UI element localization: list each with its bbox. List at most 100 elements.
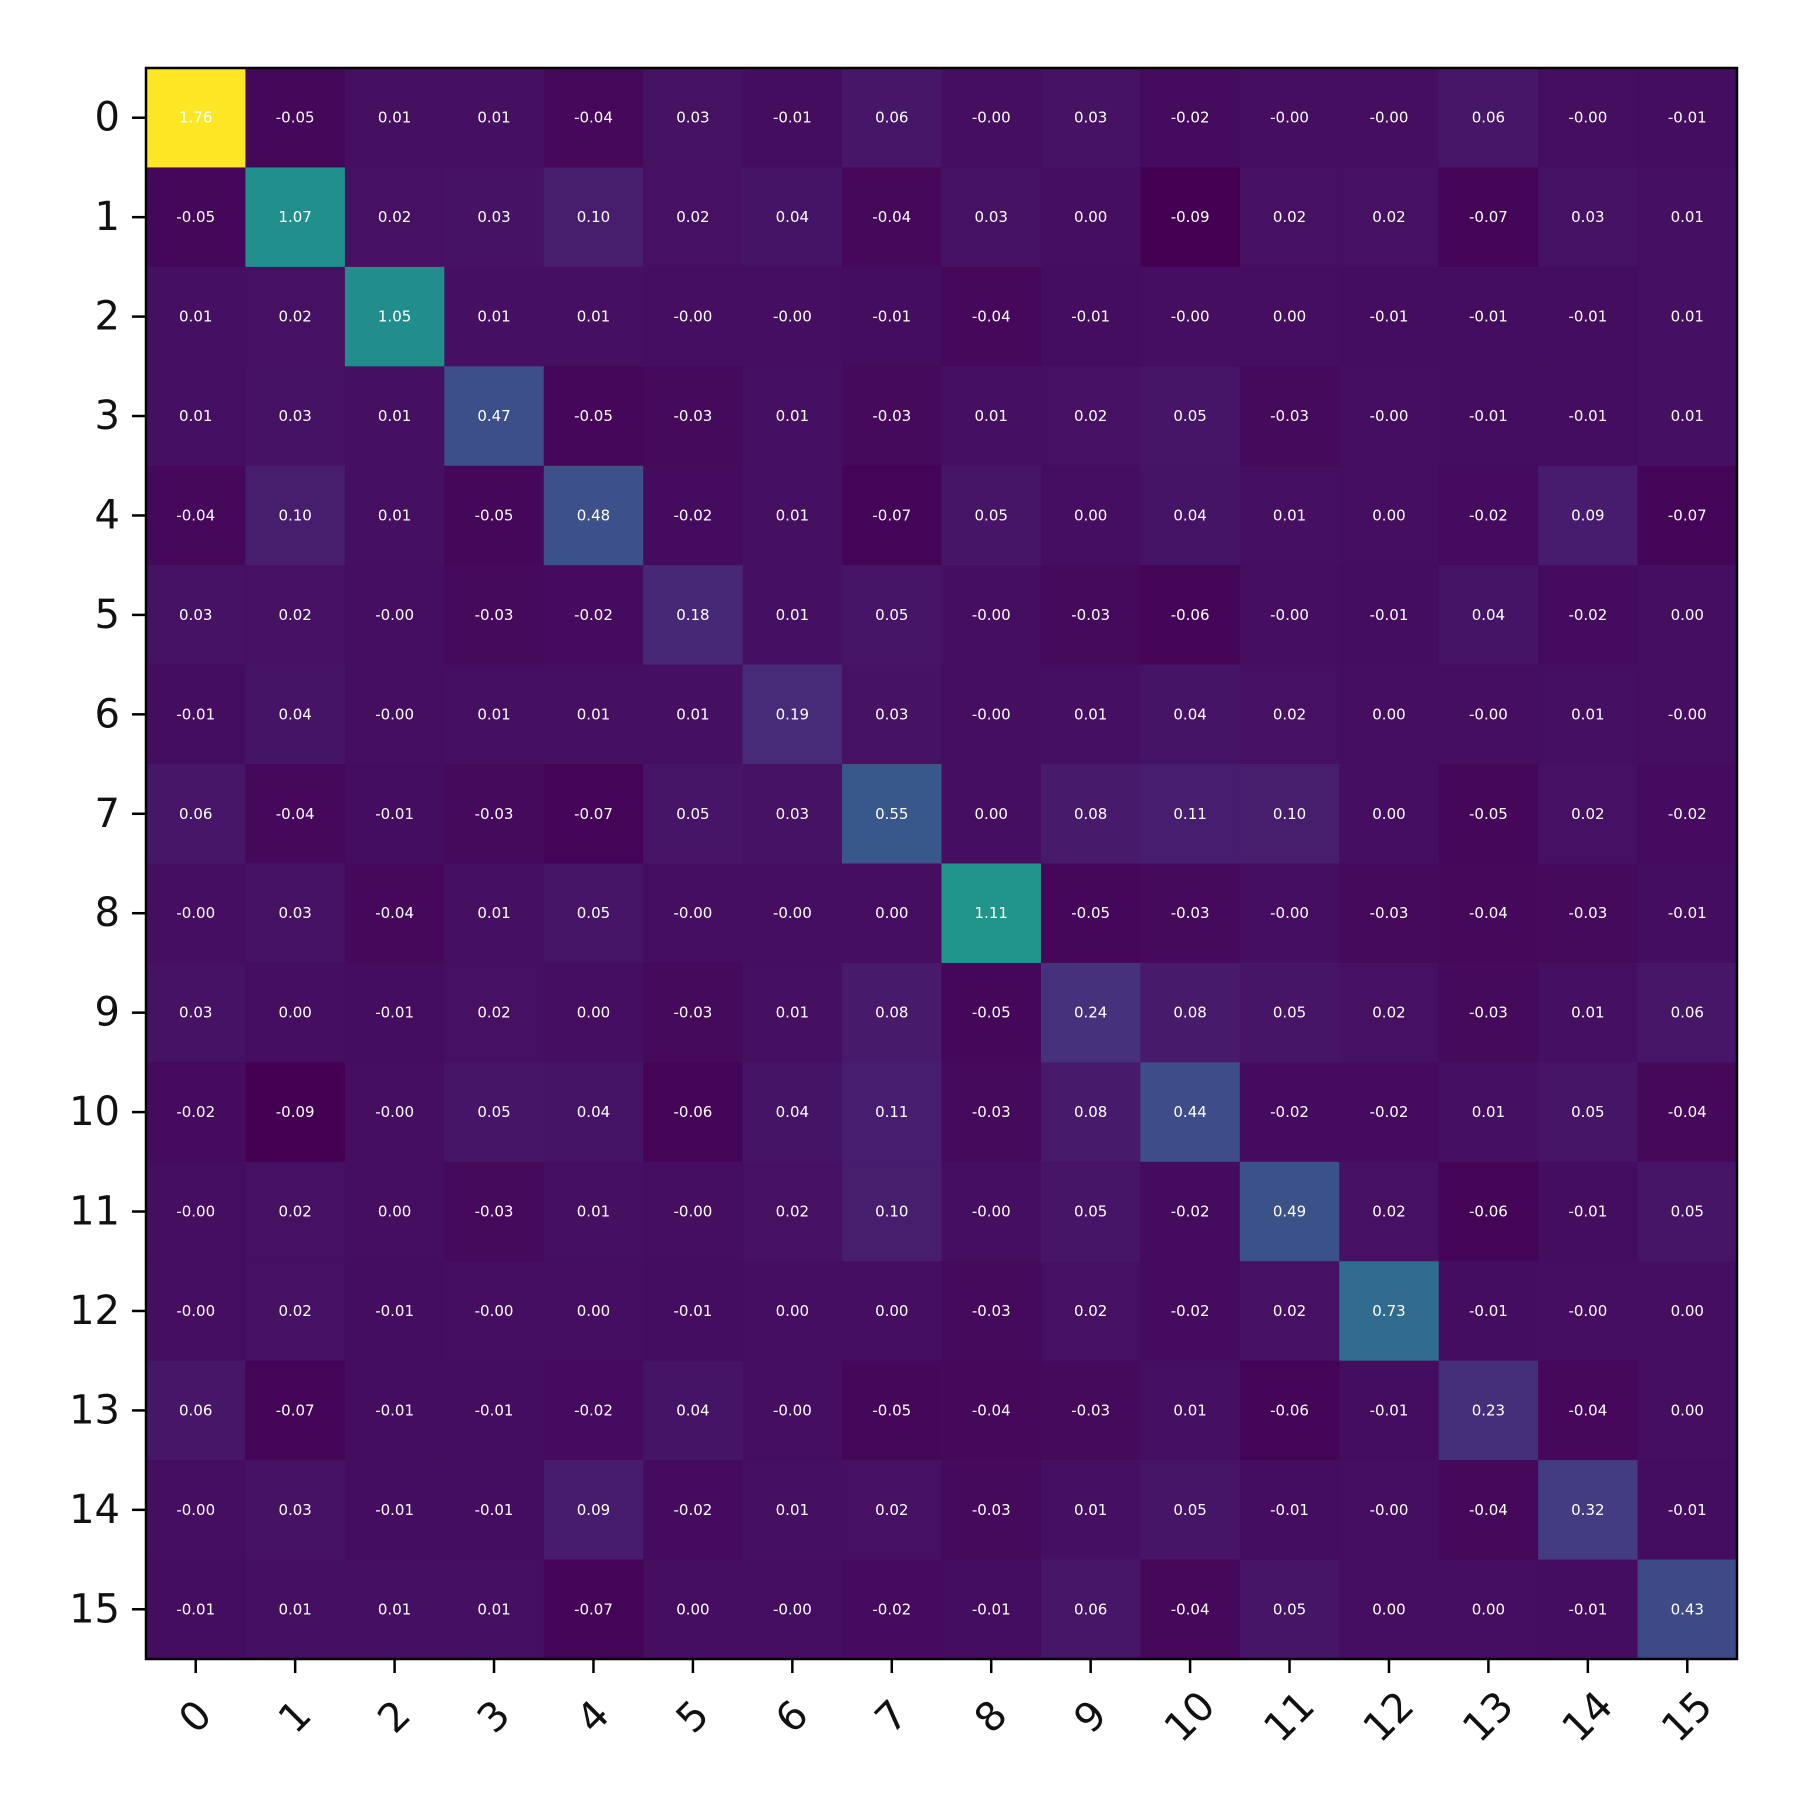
heatmap-cell bbox=[245, 1460, 346, 1561]
cell-value-label: -0.00 bbox=[972, 606, 1011, 624]
heatmap-cell bbox=[1438, 366, 1539, 467]
cell-value-label: -0.03 bbox=[972, 1302, 1011, 1320]
cell-value-label: 0.01 bbox=[577, 705, 610, 723]
heatmap-cell bbox=[146, 1161, 247, 1262]
cell-value-label: -0.02 bbox=[1171, 109, 1210, 127]
heatmap-cell bbox=[742, 1161, 843, 1262]
cell-value-label: 0.03 bbox=[1074, 109, 1107, 127]
heatmap-cell bbox=[1339, 465, 1440, 566]
heatmap-cell bbox=[1040, 266, 1141, 367]
cell-value-label: 0.00 bbox=[1671, 606, 1704, 624]
heatmap-cell bbox=[1239, 1559, 1340, 1660]
heatmap-cell bbox=[941, 1460, 1042, 1561]
cell-value-label: -0.02 bbox=[1171, 1203, 1210, 1221]
cell-value-label: -0.00 bbox=[972, 1203, 1011, 1221]
heatmap-cell bbox=[1239, 863, 1340, 964]
heatmap-cell bbox=[1637, 1559, 1738, 1660]
heatmap-cell bbox=[1339, 764, 1440, 865]
cell-value-label: 0.01 bbox=[1671, 407, 1704, 425]
heatmap-cell bbox=[543, 664, 644, 765]
cell-value-label: 0.05 bbox=[1273, 1004, 1306, 1022]
heatmap-cell bbox=[344, 1062, 445, 1163]
heatmap-cell bbox=[742, 167, 843, 268]
heatmap-cell bbox=[643, 167, 744, 268]
cell-value-label: 0.32 bbox=[1571, 1501, 1604, 1519]
heatmap-cell bbox=[941, 68, 1042, 169]
cell-value-label: 1.76 bbox=[179, 109, 212, 127]
cell-value-label: -0.03 bbox=[872, 407, 911, 425]
cell-value-label: 0.05 bbox=[1273, 1600, 1306, 1618]
cell-value-label: 0.05 bbox=[1173, 1501, 1206, 1519]
cell-value-label: 0.00 bbox=[1372, 1600, 1405, 1618]
heatmap-cell bbox=[344, 764, 445, 865]
cell-value-label: -0.00 bbox=[674, 904, 713, 922]
heatmap-cell bbox=[742, 1460, 843, 1561]
y-tick-label: 14 bbox=[69, 1487, 120, 1533]
cell-value-label: -0.00 bbox=[1270, 109, 1309, 127]
heatmap-cell bbox=[1040, 962, 1141, 1063]
heatmap-cell bbox=[245, 366, 346, 467]
cell-value-label: 0.04 bbox=[577, 1103, 610, 1121]
heatmap-cell bbox=[842, 863, 943, 964]
heatmap-cell bbox=[344, 1460, 445, 1561]
cell-value-label: 0.01 bbox=[179, 407, 212, 425]
cell-value-label: -0.04 bbox=[1171, 1600, 1210, 1618]
cell-value-label: -0.00 bbox=[773, 904, 812, 922]
heatmap-cell bbox=[146, 565, 247, 666]
heatmap-cell bbox=[1140, 167, 1241, 268]
cell-value-label: -0.02 bbox=[1668, 805, 1707, 823]
y-tick-label: 10 bbox=[69, 1089, 120, 1135]
cell-value-label: -0.02 bbox=[1469, 506, 1508, 524]
cell-value-label: 0.02 bbox=[1273, 705, 1306, 723]
cell-value-label: 0.01 bbox=[776, 407, 809, 425]
heatmap-cell bbox=[146, 863, 247, 964]
heatmap-cell bbox=[444, 266, 545, 367]
cell-value-label: 0.00 bbox=[875, 1302, 908, 1320]
heatmap-cell bbox=[742, 664, 843, 765]
heatmap-cell bbox=[543, 167, 644, 268]
heatmap-cell bbox=[941, 664, 1042, 765]
heatmap-cell bbox=[643, 1360, 744, 1461]
heatmap-cell bbox=[1438, 266, 1539, 367]
cell-value-label: -0.02 bbox=[1370, 1103, 1409, 1121]
cell-value-label: -0.02 bbox=[674, 1501, 713, 1519]
heatmap-cell bbox=[1438, 565, 1539, 666]
heatmap-cell bbox=[1637, 266, 1738, 367]
heatmap-cell bbox=[1140, 764, 1241, 865]
heatmap-cell bbox=[146, 1460, 247, 1561]
heatmap-cell bbox=[1339, 1559, 1440, 1660]
cell-value-label: 0.00 bbox=[1372, 805, 1405, 823]
heatmap-cell bbox=[543, 1062, 644, 1163]
cell-value-label: 0.00 bbox=[1372, 506, 1405, 524]
heatmap-cell bbox=[1438, 465, 1539, 566]
cell-value-label: 0.01 bbox=[577, 1203, 610, 1221]
heatmap-cell bbox=[245, 1360, 346, 1461]
cell-value-label: 0.00 bbox=[577, 1302, 610, 1320]
y-tick-label: 5 bbox=[95, 592, 120, 638]
cell-value-label: 0.09 bbox=[1571, 506, 1604, 524]
heatmap-cell bbox=[643, 565, 744, 666]
cell-value-label: 0.73 bbox=[1372, 1302, 1405, 1320]
cell-value-label: -0.04 bbox=[574, 109, 613, 127]
cell-value-label: 0.03 bbox=[975, 208, 1008, 226]
heatmap-cell bbox=[543, 962, 644, 1063]
cell-value-label: -0.03 bbox=[1568, 904, 1607, 922]
cell-value-label: 0.00 bbox=[278, 1004, 311, 1022]
cell-value-label: 0.01 bbox=[378, 506, 411, 524]
heatmap-cell bbox=[1339, 1161, 1440, 1262]
cell-value-label: 0.02 bbox=[278, 1203, 311, 1221]
heatmap-cell bbox=[146, 266, 247, 367]
heatmap-cell bbox=[344, 565, 445, 666]
heatmap-cell bbox=[1538, 366, 1639, 467]
heatmap-cell bbox=[1040, 167, 1141, 268]
cell-value-label: 0.01 bbox=[1571, 1004, 1604, 1022]
cell-value-label: -0.01 bbox=[1568, 407, 1607, 425]
heatmap-cell bbox=[842, 1062, 943, 1163]
heatmap-cell bbox=[941, 465, 1042, 566]
cell-value-label: -0.00 bbox=[773, 308, 812, 326]
heatmap-cell bbox=[146, 1360, 247, 1461]
heatmap-cell bbox=[1438, 1559, 1539, 1660]
heatmap-cell bbox=[1239, 1460, 1340, 1561]
y-tick-label: 12 bbox=[69, 1288, 120, 1334]
heatmap-cell bbox=[941, 366, 1042, 467]
